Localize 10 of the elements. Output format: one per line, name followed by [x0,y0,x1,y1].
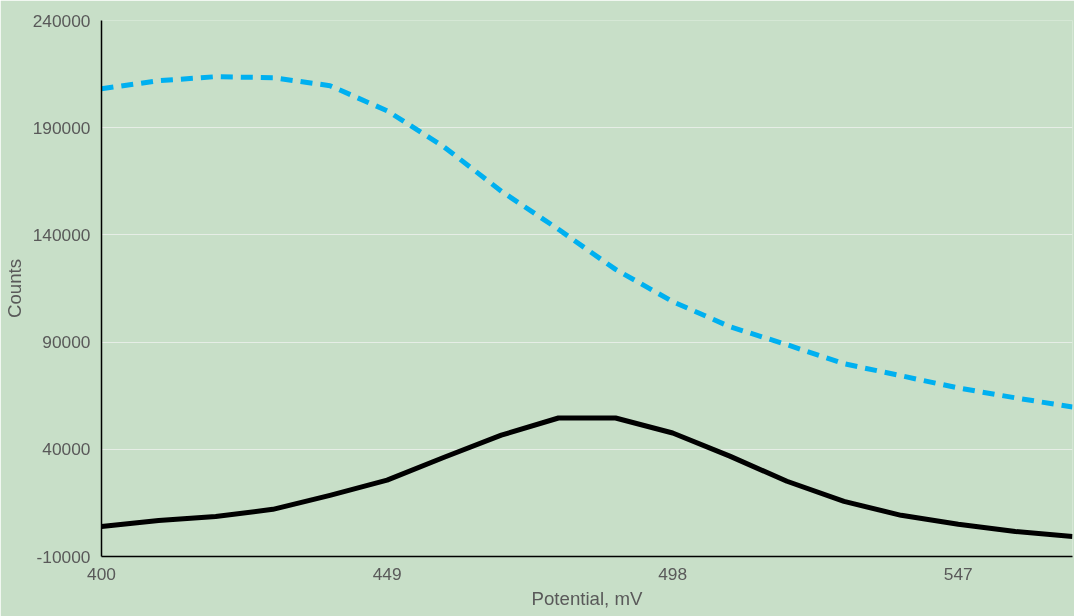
y-tick-label: 240000 [32,10,91,31]
x-tick-label: 547 [943,563,973,584]
y-tick-label: 40000 [42,439,91,460]
x-tick-label: 498 [658,563,688,584]
x-tick-label: 449 [372,563,402,584]
y-axis-title: Counts [3,258,25,319]
y-tick-label: 190000 [32,117,91,138]
x-axis-title: Potential, mV [531,587,644,609]
y-tick-label: 140000 [32,224,91,245]
y-tick-label: 90000 [42,332,91,353]
